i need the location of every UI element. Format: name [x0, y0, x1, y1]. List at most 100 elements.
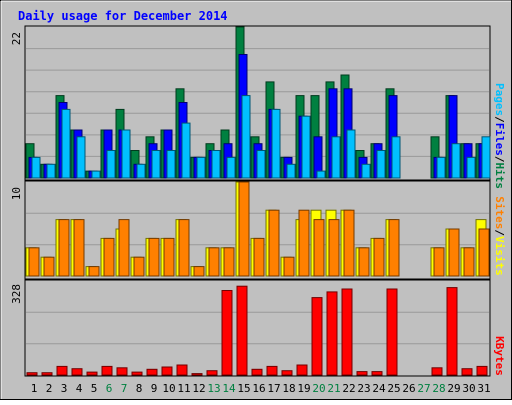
bar-kbytes-day-12	[191, 373, 203, 376]
bar-kbytes-day-7	[116, 367, 128, 376]
bar-pages-day-11	[181, 122, 191, 179]
bar-pages-day-10	[166, 150, 176, 179]
x-tick-label: 2	[46, 382, 53, 395]
bar-kbytes-day-31	[476, 365, 488, 376]
bar-sites-day-17	[268, 209, 280, 277]
legend-kbytes: KBytes	[493, 336, 506, 376]
x-tick-label: 8	[136, 382, 143, 395]
bar-pages-day-16	[256, 150, 266, 179]
bar-sites-day-18	[283, 256, 295, 277]
bar-pages-day-30	[466, 156, 476, 179]
visits-axis-max-label: 10	[10, 187, 23, 200]
bar-sites-day-25	[388, 219, 400, 277]
legend-sites: Sites	[493, 196, 506, 229]
bar-pages-day-31	[481, 136, 491, 179]
bar-sites-day-4	[73, 219, 85, 277]
bar-sites-day-6	[103, 237, 115, 277]
bar-sites-day-19	[298, 209, 310, 277]
bar-sites-day-3	[58, 219, 70, 277]
bar-pages-day-8	[136, 163, 146, 179]
bar-sites-day-8	[133, 256, 145, 277]
x-tick-label: 21	[327, 382, 340, 395]
bar-pages-day-7	[121, 129, 131, 179]
bar-pages-day-4	[76, 136, 86, 179]
x-tick-label: 17	[267, 382, 280, 395]
x-tick-label: 26	[402, 382, 415, 395]
bar-sites-day-11	[178, 219, 190, 277]
bar-sites-day-30	[463, 247, 475, 277]
bar-sites-day-7	[118, 219, 130, 277]
x-tick-label: 29	[447, 382, 460, 395]
x-tick-label: 22	[342, 382, 355, 395]
bar-kbytes-day-19	[296, 364, 308, 376]
x-tick-label: 7	[121, 382, 128, 395]
x-tick-label: 11	[177, 382, 190, 395]
x-tick-label: 20	[312, 382, 325, 395]
legend-visits: Visits	[493, 236, 506, 276]
bar-pages-day-17	[271, 108, 281, 179]
bar-sites-day-2	[43, 256, 55, 277]
hits-axis-max-label: 22	[10, 32, 23, 45]
x-tick-label: 4	[76, 382, 83, 395]
bar-kbytes-day-11	[176, 364, 188, 376]
bar-kbytes-day-20	[311, 297, 323, 376]
x-tick-label: 18	[282, 382, 295, 395]
bar-pages-day-21	[331, 136, 341, 179]
bar-sites-day-13	[208, 247, 220, 277]
bar-pages-day-9	[151, 150, 161, 179]
bar-sites-day-1	[28, 247, 40, 277]
x-tick-label: 5	[91, 382, 98, 395]
bar-kbytes-day-1	[26, 372, 38, 376]
x-tick-label: 13	[207, 382, 220, 395]
visits-legend: Sites/Visits	[493, 196, 506, 276]
x-tick-label: 10	[162, 382, 175, 395]
bar-pages-day-24	[376, 150, 386, 179]
bar-pages-day-3	[61, 108, 71, 179]
bar-pages-day-25	[391, 136, 401, 179]
bar-kbytes-day-9	[146, 368, 158, 376]
bar-kbytes-day-29	[446, 287, 458, 376]
bar-sites-day-21	[328, 219, 340, 277]
bar-pages-day-22	[346, 129, 356, 179]
bar-kbytes-day-23	[356, 371, 368, 376]
bar-kbytes-day-6	[101, 365, 113, 376]
bar-kbytes-day-3	[56, 365, 68, 376]
x-tick-label: 3	[61, 382, 68, 395]
x-tick-label: 23	[357, 382, 370, 395]
x-tick-label: 16	[252, 382, 265, 395]
bar-pages-day-19	[301, 115, 311, 179]
bar-kbytes-day-14	[221, 290, 233, 376]
bar-pages-day-18	[286, 163, 296, 179]
bar-pages-day-14	[226, 156, 236, 179]
bar-pages-day-2	[46, 163, 56, 179]
bar-kbytes-day-4	[71, 368, 83, 376]
bar-pages-day-12	[196, 156, 206, 179]
bar-pages-day-6	[106, 150, 116, 179]
x-tick-label: 30	[462, 382, 475, 395]
x-tick-label: 31	[477, 382, 490, 395]
chart-title: Daily usage for December 2014	[18, 9, 228, 23]
bar-sites-day-5	[88, 266, 100, 277]
bar-sites-day-12	[193, 266, 205, 277]
legend-files: Files	[493, 123, 506, 156]
bar-kbytes-day-5	[86, 371, 98, 376]
legend-hits: Hits	[493, 163, 506, 190]
bar-kbytes-day-15	[236, 285, 248, 376]
bar-sites-day-10	[163, 237, 175, 277]
bar-pages-day-13	[211, 150, 221, 179]
bar-pages-day-20	[316, 170, 326, 179]
x-tick-label: 19	[297, 382, 310, 395]
x-tick-label: 24	[372, 382, 386, 395]
bar-sites-day-9	[148, 237, 160, 277]
legend-pages: Pages	[493, 83, 506, 116]
bars	[25, 26, 491, 376]
bar-sites-day-16	[253, 237, 265, 277]
bar-kbytes-day-10	[161, 366, 173, 376]
bar-kbytes-day-22	[341, 288, 353, 376]
bar-pages-day-28	[436, 156, 446, 179]
bar-sites-day-31	[478, 228, 490, 277]
bar-pages-day-15	[241, 95, 251, 179]
bar-sites-day-22	[343, 209, 355, 277]
x-tick-label: 9	[151, 382, 158, 395]
